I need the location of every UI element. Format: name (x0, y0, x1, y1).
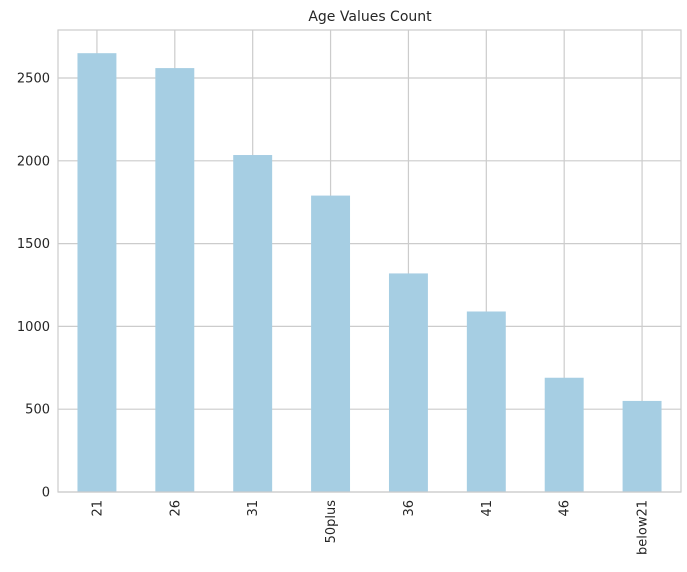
x-tick-label: 41 (480, 500, 495, 517)
bar-21 (77, 53, 117, 492)
y-tick-label: 1500 (17, 237, 50, 252)
y-tick-label: 2500 (17, 72, 50, 87)
bar-50plus (311, 195, 351, 492)
y-tick-label: 2000 (17, 154, 50, 169)
x-tick-label: 50plus (324, 500, 339, 544)
y-tick-label: 0 (42, 486, 50, 501)
x-tick-label: 46 (558, 500, 573, 517)
bars (77, 53, 662, 493)
x-tick-label: 31 (246, 500, 261, 517)
x-tick-label: 21 (90, 500, 105, 517)
y-axis-ticks: 0 500 1000 1500 2000 2500 (17, 72, 50, 501)
grid-lines (58, 30, 681, 493)
bar-46 (544, 377, 584, 492)
bar-41 (466, 311, 506, 492)
x-tick-label: below21 (636, 500, 651, 555)
bar-31 (233, 155, 273, 493)
bar-26 (155, 68, 195, 492)
x-axis-ticks: 21 26 31 50plus 36 41 46 below21 (90, 500, 650, 555)
plot-frame (57, 29, 682, 493)
x-tick-label: 36 (402, 500, 417, 517)
y-tick-label: 1000 (17, 320, 50, 335)
chart-title: Age Values Count (308, 9, 432, 25)
bar-36 (388, 273, 428, 492)
bar-below21 (622, 400, 662, 492)
x-tick-label: 26 (168, 500, 183, 517)
y-tick-label: 500 (25, 403, 50, 418)
